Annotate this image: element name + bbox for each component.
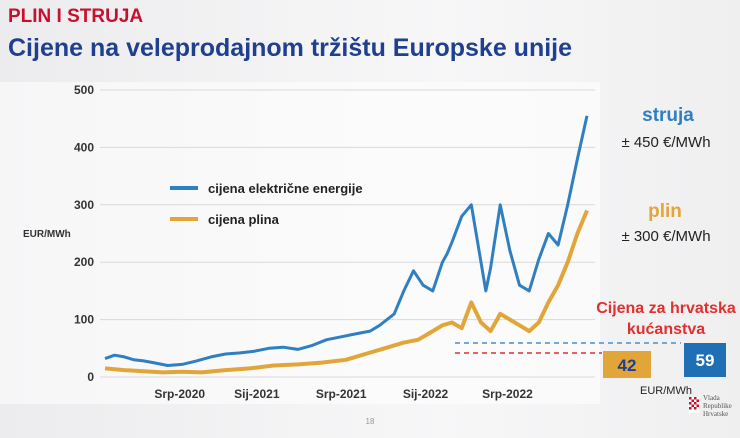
- annotation-struja-label: struja: [642, 105, 694, 126]
- annotation-plin-value: ± 300 €/MWh: [621, 228, 710, 245]
- x-tick-label: Srp-2021: [316, 387, 367, 401]
- logo-line-2: Republike: [703, 402, 732, 410]
- hr-gas-price-value: 42: [618, 356, 637, 375]
- annotation-struja-value: ± 450 €/MWh: [621, 134, 710, 151]
- legend-label-gas: cijena plina: [208, 212, 280, 227]
- hr-electricity-price-value: 59: [696, 351, 715, 370]
- y-tick-label: 500: [74, 83, 94, 97]
- hr-gas-price-box: [603, 351, 651, 378]
- y-tick-label: 400: [74, 140, 94, 154]
- y-axis-label: EUR/MWh: [23, 229, 71, 240]
- chart-panel: [0, 82, 600, 404]
- y-tick-label: 300: [74, 198, 94, 212]
- series-line-gas: [104, 209, 589, 375]
- croatian-crest-icon: [689, 397, 699, 413]
- slide-kicker: PLIN I STRUJA: [8, 6, 144, 27]
- x-tick-label: Srp-2022: [482, 387, 533, 401]
- hr-price-title-line1: Cijena za hrvatska: [596, 300, 736, 317]
- annotation-plin-label: plin: [648, 201, 682, 222]
- hr-price-unit: EUR/MWh: [640, 385, 692, 397]
- y-tick-label: 200: [74, 255, 94, 269]
- page-number: 18: [366, 417, 375, 426]
- series-line-electricity: [104, 115, 589, 367]
- y-tick-label: 0: [87, 370, 94, 384]
- x-axis-ticks: Srp-2020 Sij-2021 Srp-2021 Sij-2022 Srp-2022: [154, 387, 533, 401]
- slide-title: Cijene na veleprodajnom tržištu Europske…: [8, 34, 573, 62]
- legend-label-electricity: cijena električne energije: [208, 181, 363, 196]
- x-tick-label: Sij-2021: [234, 387, 280, 401]
- x-tick-label: Sij-2022: [403, 387, 449, 401]
- y-tick-label: 100: [74, 313, 94, 327]
- hr-electricity-price-box: [684, 343, 726, 377]
- logo-line-3: Hrvatske: [703, 410, 729, 418]
- hr-price-title-line2: kućanstva: [627, 321, 705, 338]
- x-tick-label: Srp-2020: [154, 387, 205, 401]
- logo-line-1: Vlada: [703, 394, 720, 402]
- grid: [100, 89, 595, 378]
- y-axis-ticks: 0 100 200 300 400 500: [74, 83, 94, 384]
- government-logo-text: Vlada Republike Hrvatske: [703, 394, 732, 418]
